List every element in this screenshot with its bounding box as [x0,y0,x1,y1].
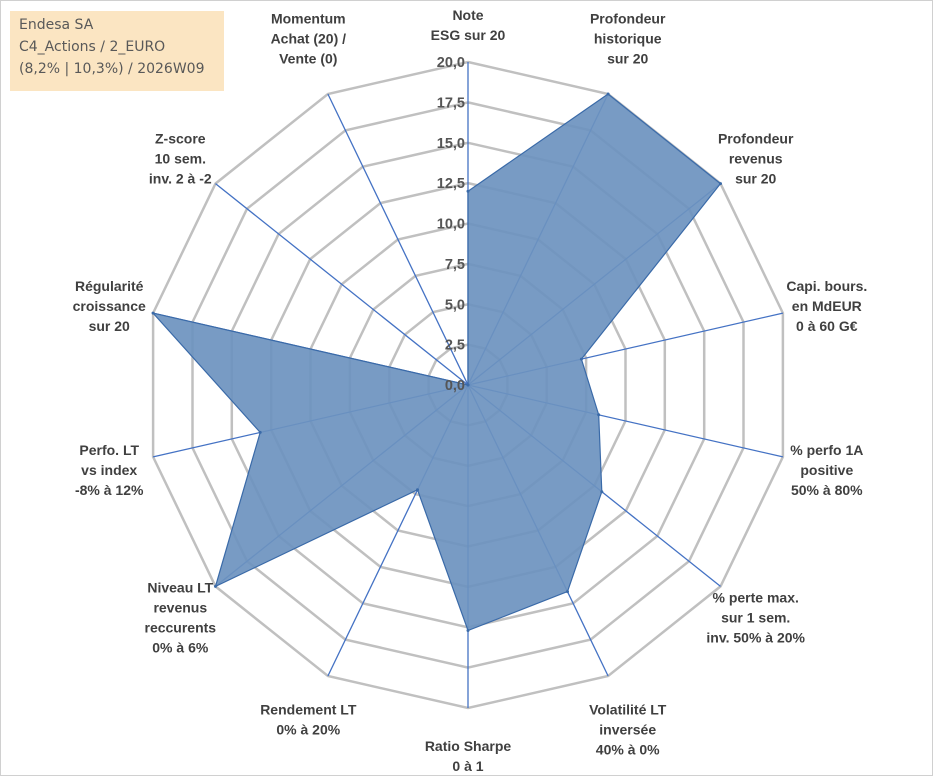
axis-label-6: Volatilité LT inversée 40% à 0% [589,702,667,758]
axis-label-line: Rendement LT [260,702,357,718]
axis-label-line: Perfo. LT [79,442,139,458]
axis-label-line: inv. 50% à 20% [706,629,805,645]
tick-label-5: 12,5 [437,176,465,192]
axis-label-line: sur 20 [607,50,648,66]
axis-label-line: revenus [153,599,207,615]
tick-layer: 0,0 2,5 5,0 7,5 10,0 12,5 15,0 17,5 20,0 [437,55,465,394]
axis-label-line: positive [800,462,853,478]
axis-label-line: croissance [73,298,146,314]
axis-label-line: inv. 2 à -2 [149,171,212,187]
axis-label-0: Note ESG sur 20 [431,7,506,43]
series-point-2 [719,182,722,186]
info-box: Endesa SA C4_Actions / 2_EURO (8,2% | 10… [10,11,224,91]
series-layer [151,92,722,632]
tick-label-6: 15,0 [437,136,465,152]
axis-label-9: Niveau LT revenus reccurents 0% à 6% [145,579,217,655]
tick-label-7: 17,5 [437,95,465,111]
axis-label-1: Profondeur historique sur 20 [590,10,666,66]
series-point-6 [566,590,569,594]
axis-label-line: Profondeur [718,131,794,147]
axis-label-line: 0% à 20% [276,722,340,738]
series-point-9 [214,584,217,588]
axis-label-line: 50% à 80% [791,482,863,498]
tick-label-8: 20,0 [437,55,465,71]
tick-label-2: 5,0 [445,297,465,313]
spoke-12 [215,183,469,386]
series-point-10 [258,430,262,434]
axis-label-line: sur 20 [735,171,776,187]
axis-label-line: % perte max. [713,589,799,605]
info-period: (8,2% | 10,3%) / 2026W09 [19,61,205,77]
axis-label-line: reccurents [145,619,217,635]
series-point-5 [600,490,604,494]
axis-label-12: Z-score 10 sem. inv. 2 à -2 [149,131,212,187]
series-point-4 [597,413,601,417]
axis-label-line: revenus [729,151,783,167]
axis-label-line: sur 1 sem. [721,609,790,625]
axis-label-line: historique [594,30,662,46]
axis-label-line: 0 à 1 [452,758,483,774]
tick-label-0: 0,0 [445,378,465,394]
series-area [151,93,722,632]
axis-label-line: Ratio Sharpe [425,738,512,754]
axis-label-line: 40% à 0% [596,742,660,758]
axis-label-line: Achat (20) / [271,30,347,46]
axis-label-7: Ratio Sharpe 0 à 1 [425,738,512,774]
axis-label-10: Perfo. LT vs index -8% à 12% [75,442,144,498]
axis-label-line: Momentum [271,10,346,26]
axis-label-4: % perfo 1A positive 50% à 80% [790,442,863,498]
axis-label-2: Profondeur revenus sur 20 [718,131,794,187]
tick-label-3: 7,5 [445,257,465,273]
series-point-1 [606,92,610,96]
axis-label-line: Profondeur [590,10,666,26]
axis-label-11: Régularité croissance sur 20 [73,278,146,334]
info-company: Endesa SA [19,17,94,33]
axis-label-line: 10 sem. [155,151,206,167]
axis-label-line: Niveau LT [147,579,213,595]
axis-label-line: inversée [599,722,656,738]
axis-label-line: Volatilité LT [589,702,667,718]
axis-label-line: Z-score [155,131,206,147]
axis-label-line: % perfo 1A [790,442,863,458]
axis-label-3: Capi. bours. en MdEUR 0 à 60 G€ [786,278,867,334]
series-point-8 [416,488,419,492]
info-category: C4_Actions / 2_EURO [19,39,166,55]
series-point-7 [466,629,470,632]
tick-label-4: 10,0 [437,217,465,233]
series-point-13 [466,383,470,387]
axis-label-8: Rendement LT 0% à 20% [260,702,357,738]
axis-label-line: Régularité [75,278,144,294]
axis-label-line: en MdEUR [792,298,862,314]
series-point-3 [579,357,583,361]
axis-label-line: Vente (0) [279,50,337,66]
axis-label-line: Note [452,7,483,23]
axis-label-5: % perte max. sur 1 sem. inv. 50% à 20% [706,589,805,645]
axis-label-13: Momentum Achat (20) / Vente (0) [271,10,347,66]
axis-label-line: ESG sur 20 [431,27,506,43]
series-point-0 [466,189,470,193]
axis-label-line: Capi. bours. [786,278,867,294]
axis-label-line: sur 20 [89,318,130,334]
axis-label-line: -8% à 12% [75,482,144,498]
tick-label-1: 2,5 [445,338,465,354]
label-layer: Note ESG sur 20 Profondeur historique sur 20… [73,7,868,774]
spoke-13 [327,93,469,386]
axis-label-line: vs index [81,462,137,478]
series-point-11 [151,311,155,315]
axis-label-line: 0 à 60 G€ [796,318,858,334]
axis-label-line: 0% à 6% [152,639,209,655]
